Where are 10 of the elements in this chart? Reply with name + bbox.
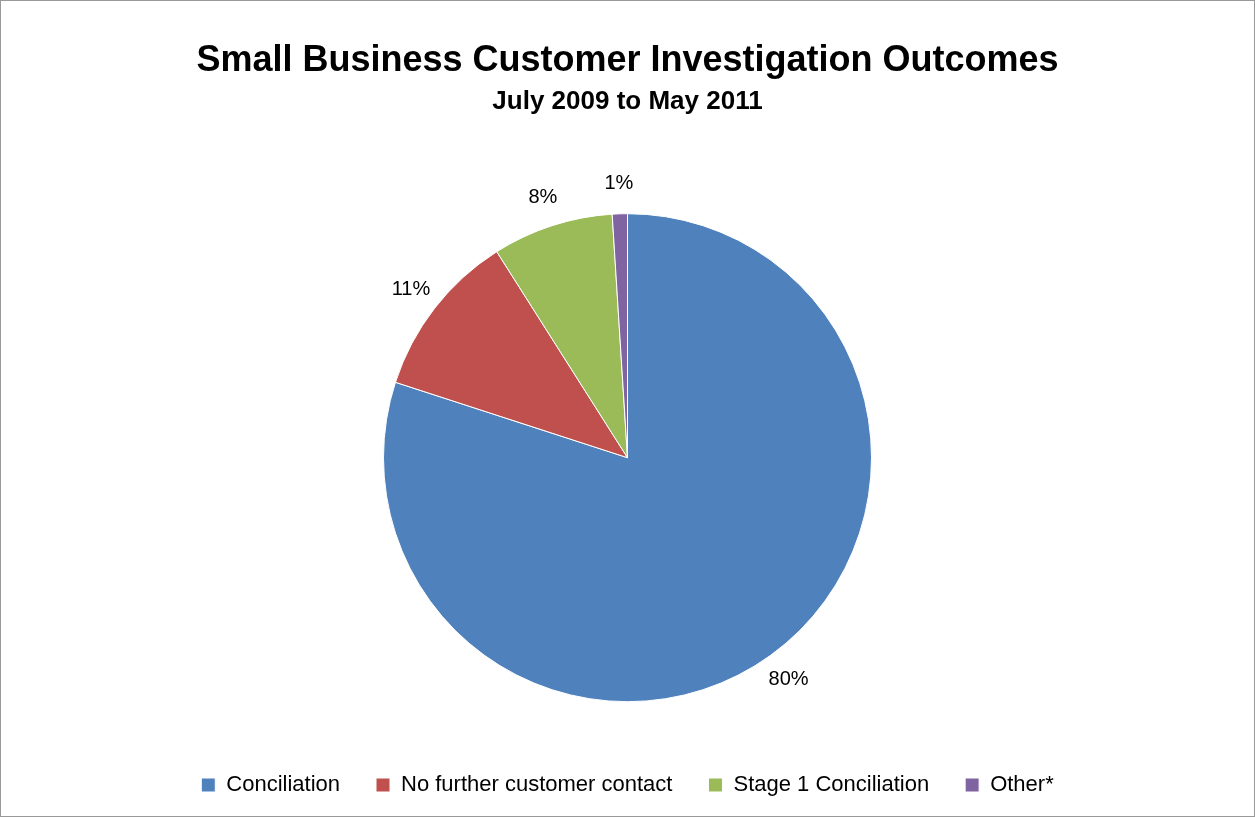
chart-subtitle: July 2009 to May 2011	[492, 84, 763, 115]
data-label: 8%	[528, 184, 558, 207]
legend-label: Other*	[990, 771, 1055, 797]
chart-title: Small Business Customer Investigation Outcomes	[196, 37, 1059, 79]
data-label: 11%	[391, 277, 431, 300]
legend-label: Stage 1 Conciliation	[733, 771, 930, 797]
legend-label: Conciliation	[226, 771, 341, 797]
data-label: 1%	[604, 171, 634, 194]
data-label: 80%	[768, 666, 809, 689]
legend-label: No further customer contact	[401, 771, 673, 797]
